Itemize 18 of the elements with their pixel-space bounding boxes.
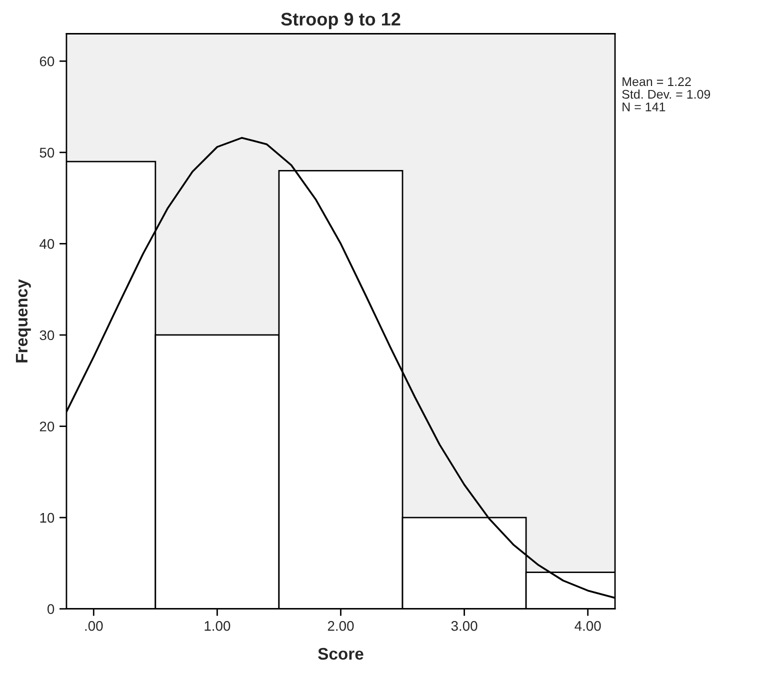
x-tick-label: .00 (85, 621, 103, 631)
x-tick-label: 3.00 (451, 621, 478, 631)
y-tick-label: 50 (40, 148, 54, 158)
chart-title: Stroop 9 to 12 (281, 12, 400, 30)
y-tick-label: 30 (40, 330, 54, 340)
y-tick-label: 20 (40, 422, 54, 432)
text: Std. Dev. = 1.09 (622, 90, 710, 99)
y-axis-title: Frequency (16, 279, 31, 362)
x-tick-label: 4.00 (574, 621, 601, 631)
text: N = 141 (622, 102, 666, 112)
x-tick-label: 2.00 (328, 621, 354, 631)
y-tick-label: 10 (40, 512, 54, 523)
x-tick-label: 1.00 (204, 621, 230, 631)
x-axis-title: Score (318, 648, 364, 660)
y-tick-label: 40 (40, 239, 54, 249)
text: Mean = 1.22 (622, 77, 691, 86)
y-tick-label: 60 (40, 56, 54, 66)
y-tick-label: 0 (47, 604, 54, 614)
